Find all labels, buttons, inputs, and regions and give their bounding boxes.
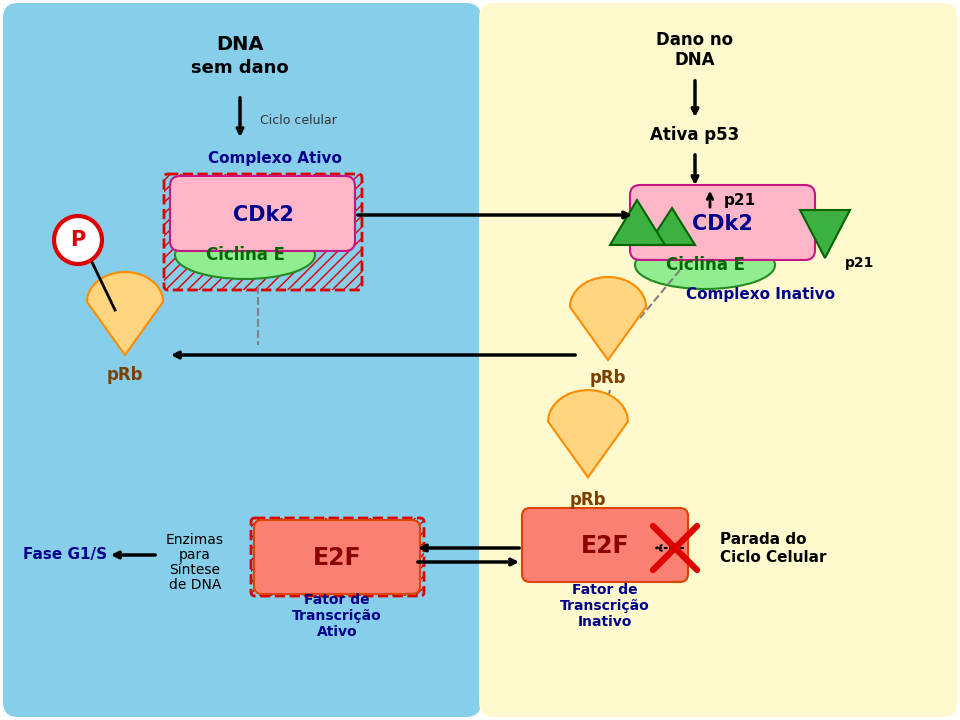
Text: para: para xyxy=(180,548,211,562)
Polygon shape xyxy=(87,272,163,355)
FancyBboxPatch shape xyxy=(170,176,355,251)
Text: Complexo Inativo: Complexo Inativo xyxy=(685,287,834,302)
Text: Inativo: Inativo xyxy=(578,615,633,629)
FancyBboxPatch shape xyxy=(254,520,420,594)
Text: Enzimas: Enzimas xyxy=(166,533,224,547)
Text: sem dano: sem dano xyxy=(191,59,289,77)
Text: Transcrição: Transcrição xyxy=(560,599,650,613)
Text: E2F: E2F xyxy=(581,534,630,558)
FancyBboxPatch shape xyxy=(522,508,688,582)
Text: Fator de: Fator de xyxy=(304,593,370,607)
FancyBboxPatch shape xyxy=(3,3,481,717)
Text: pRb: pRb xyxy=(589,369,626,387)
Polygon shape xyxy=(570,277,646,360)
Text: E2F: E2F xyxy=(313,546,361,570)
Circle shape xyxy=(54,216,102,264)
Text: P: P xyxy=(70,230,85,250)
Text: Transcrição: Transcrição xyxy=(292,609,382,623)
Text: pRb: pRb xyxy=(569,491,607,509)
Polygon shape xyxy=(800,210,850,258)
Text: Ativa p53: Ativa p53 xyxy=(650,126,739,144)
Text: p21: p21 xyxy=(724,192,756,207)
Text: Ciclina E: Ciclina E xyxy=(665,256,745,274)
Text: CDk2: CDk2 xyxy=(691,214,753,234)
Polygon shape xyxy=(610,200,665,245)
Text: pRb: pRb xyxy=(107,366,143,384)
Text: Parada do: Parada do xyxy=(720,533,806,547)
Text: Ativo: Ativo xyxy=(317,625,357,639)
FancyBboxPatch shape xyxy=(630,185,815,260)
Text: Ciclo Celular: Ciclo Celular xyxy=(720,551,827,565)
Text: Ciclina E: Ciclina E xyxy=(205,246,284,264)
Text: DNA: DNA xyxy=(675,51,715,69)
Text: Complexo Ativo: Complexo Ativo xyxy=(208,150,342,166)
Text: Ciclo celular: Ciclo celular xyxy=(260,114,337,127)
Text: CDk2: CDk2 xyxy=(232,205,294,225)
Ellipse shape xyxy=(635,241,775,289)
Polygon shape xyxy=(548,390,628,477)
Text: de DNA: de DNA xyxy=(169,578,221,592)
Text: Síntese: Síntese xyxy=(170,563,221,577)
Ellipse shape xyxy=(175,231,315,279)
Text: Fase G1/S: Fase G1/S xyxy=(23,547,108,562)
Polygon shape xyxy=(648,208,695,245)
Text: Dano no: Dano no xyxy=(657,31,733,49)
FancyBboxPatch shape xyxy=(479,3,957,717)
Text: p21: p21 xyxy=(845,256,875,270)
Text: Fator de: Fator de xyxy=(572,583,637,597)
Text: DNA: DNA xyxy=(216,35,264,55)
